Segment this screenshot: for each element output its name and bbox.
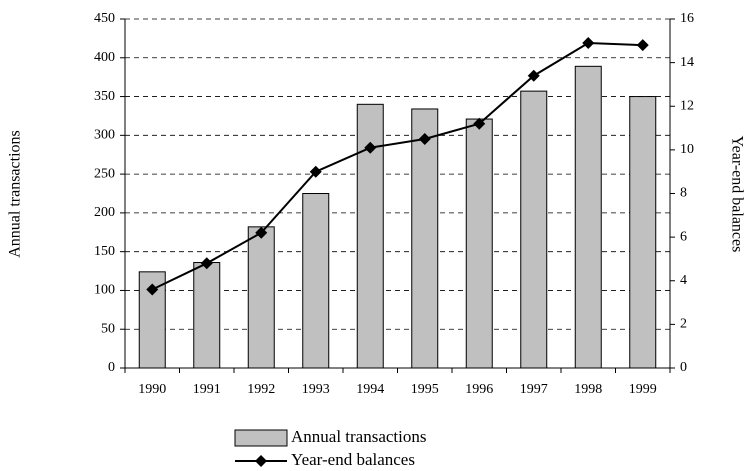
line-marker: [364, 141, 377, 154]
bar: [520, 90, 548, 369]
line-marker: [255, 226, 268, 239]
y2-tick-label: 2: [680, 317, 687, 332]
x-tick-label: 1990: [138, 382, 166, 397]
line-marker: [200, 257, 213, 270]
legend-swatch: [234, 429, 288, 447]
y-tick-label: 250: [94, 166, 115, 181]
legend-label: Annual transactions: [291, 427, 427, 446]
y2-axis-label: Year-end balances: [728, 136, 745, 253]
y-tick-label: 0: [108, 360, 115, 375]
line-marker: [473, 117, 486, 130]
y2-tick-label: 8: [680, 186, 687, 201]
legend-label: Year-end balances: [291, 450, 415, 469]
y-axis-label: Annual transactions: [7, 130, 24, 258]
bar: [302, 193, 330, 369]
y2-tick-label: 0: [680, 360, 687, 375]
line-marker: [146, 283, 159, 296]
line: [151, 41, 643, 291]
x-tick-label: 1992: [247, 382, 275, 397]
y2-tick-label: 4: [680, 273, 687, 288]
x-tick-label: 1995: [411, 382, 439, 397]
bar: [247, 226, 275, 369]
x-tick-label: 1994: [356, 382, 384, 397]
x-tick-label: 1998: [574, 382, 602, 397]
line-marker: [527, 69, 540, 82]
x-tick-label: 1999: [629, 382, 657, 397]
y-tick-label: 200: [94, 205, 115, 220]
bar: [411, 108, 439, 369]
y-tick-label: 50: [101, 321, 115, 336]
line-marker: [582, 36, 595, 49]
y2-tick-label: 12: [680, 98, 694, 113]
y-tick-label: 450: [94, 11, 115, 26]
y-tick-label: 150: [94, 244, 115, 259]
y-tick-label: 400: [94, 50, 115, 65]
line-marker: [418, 132, 431, 145]
y-tick-label: 350: [94, 89, 115, 104]
y-tick-label: 300: [94, 128, 115, 143]
bar: [465, 118, 493, 369]
legend-marker: [255, 455, 267, 467]
line-marker: [636, 39, 649, 52]
bar: [574, 65, 602, 369]
line-marker: [309, 165, 322, 178]
x-tick-label: 1991: [193, 382, 221, 397]
x-tick-label: 1996: [465, 382, 493, 397]
y2-tick-label: 16: [680, 11, 694, 26]
y2-tick-label: 14: [680, 55, 694, 70]
y2-tick-label: 6: [680, 229, 687, 244]
y2-tick-label: 10: [680, 142, 694, 157]
y-tick-label: 100: [94, 283, 115, 298]
x-tick-label: 1993: [302, 382, 330, 397]
bar: [629, 96, 657, 369]
bar: [193, 262, 221, 369]
x-tick-label: 1997: [520, 382, 548, 397]
